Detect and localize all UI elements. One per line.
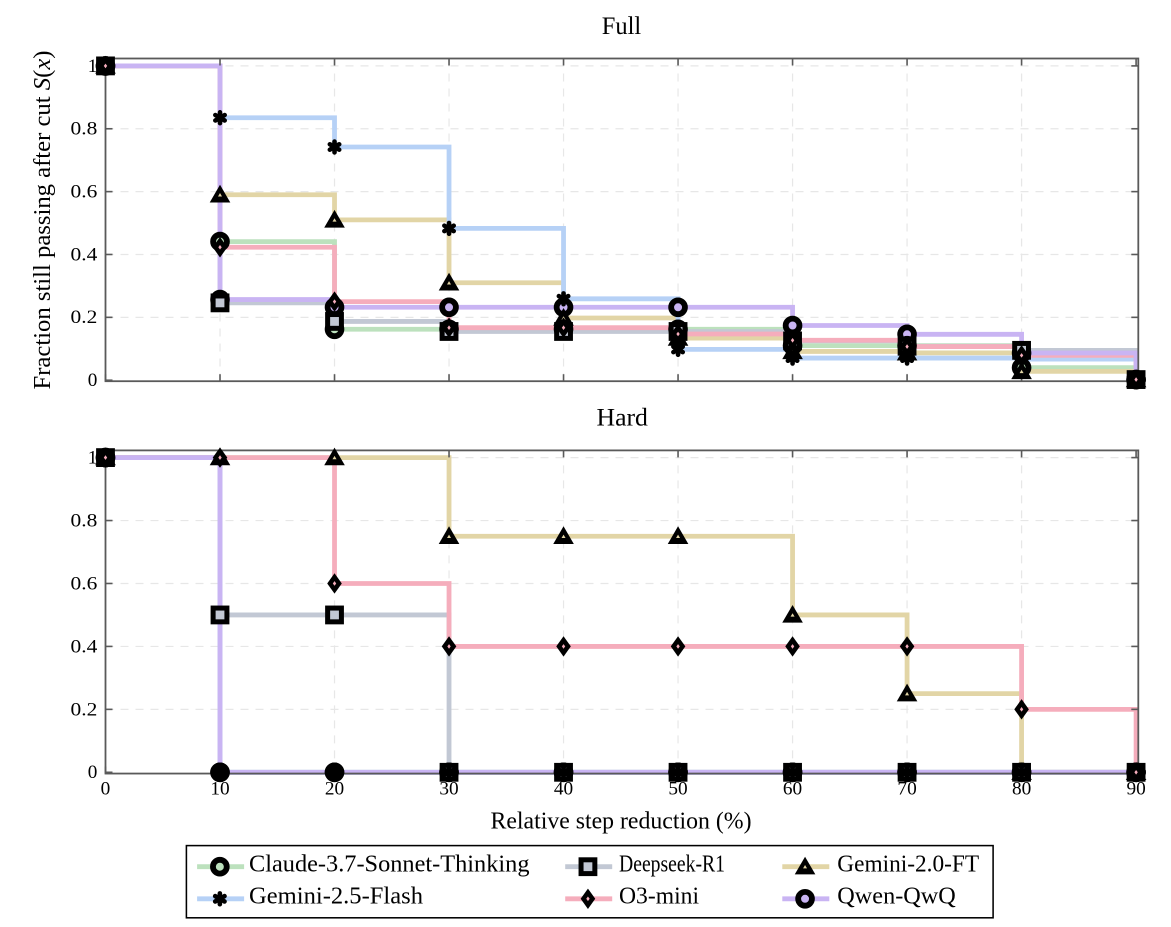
- svg-text:70: 70: [897, 778, 916, 799]
- svg-text:0.8: 0.8: [71, 510, 98, 531]
- svg-text:10: 10: [210, 778, 229, 799]
- svg-text:60: 60: [783, 778, 802, 799]
- svg-text:20: 20: [325, 778, 344, 799]
- svg-text:Relative step reduction (%): Relative step reduction (%): [491, 809, 752, 835]
- svg-text:0.6: 0.6: [71, 182, 98, 203]
- svg-text:1: 1: [88, 56, 98, 77]
- svg-text:0.8: 0.8: [71, 119, 98, 140]
- svg-text:80: 80: [1012, 778, 1031, 799]
- svg-text:O3-mini: O3-mini: [619, 884, 699, 910]
- svg-text:0.4: 0.4: [71, 636, 98, 657]
- svg-text:0: 0: [88, 370, 98, 391]
- svg-text:0.2: 0.2: [71, 699, 98, 720]
- svg-text:90: 90: [1126, 778, 1145, 799]
- svg-text:1: 1: [88, 448, 98, 469]
- svg-text:30: 30: [439, 778, 458, 799]
- svg-text:0: 0: [88, 762, 98, 783]
- svg-text:Gemini-2.5-Flash: Gemini-2.5-Flash: [249, 884, 423, 910]
- svg-text:Full: Full: [602, 12, 642, 40]
- svg-text:0.4: 0.4: [71, 244, 98, 265]
- svg-text:Fraction still passing after c: Fraction still passing after cut S(x): [30, 50, 56, 389]
- svg-text:Claude-3.7-Sonnet-Thinking: Claude-3.7-Sonnet-Thinking: [249, 852, 530, 878]
- svg-text:Hard: Hard: [597, 404, 649, 432]
- svg-text:Gemini-2.0-FT: Gemini-2.0-FT: [837, 852, 979, 878]
- svg-text:40: 40: [554, 778, 573, 799]
- svg-text:50: 50: [668, 778, 687, 799]
- svg-text:Deepseek-R1: Deepseek-R1: [619, 852, 725, 878]
- svg-text:0: 0: [101, 778, 111, 799]
- svg-text:0.2: 0.2: [71, 307, 98, 328]
- svg-text:0.6: 0.6: [71, 573, 98, 594]
- svg-text:Qwen-QwQ: Qwen-QwQ: [837, 884, 956, 910]
